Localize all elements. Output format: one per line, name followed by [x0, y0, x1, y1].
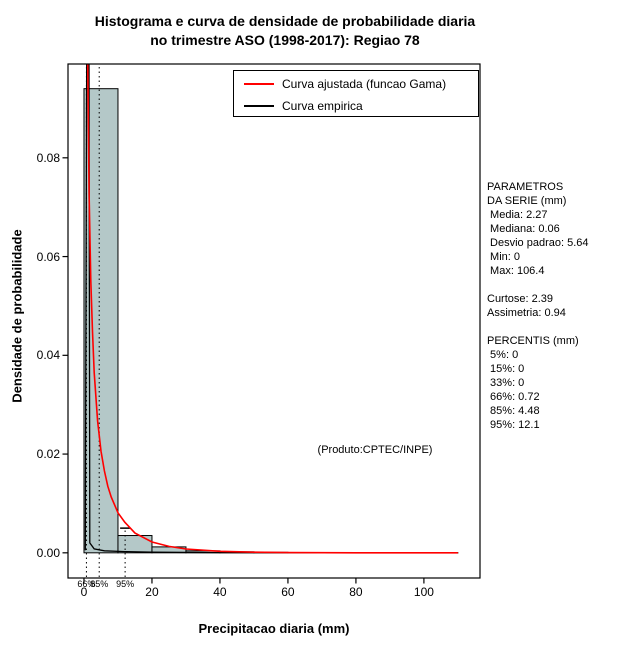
y-tick-label: 0.00 — [36, 545, 60, 560]
x-tick-label: 60 — [281, 585, 295, 599]
plot-box — [67, 63, 481, 579]
y-tick-label: 0.08 — [36, 150, 60, 165]
stat-line: 5%: 0 — [487, 349, 519, 361]
stat-line — [487, 320, 589, 334]
x-tick-label: 40 — [213, 585, 227, 599]
stat-line: Desvio padrao: 5.64 — [487, 237, 589, 249]
percentile-label-85%: 85% — [90, 579, 109, 589]
x-tick-label: 80 — [349, 585, 363, 599]
statistics-panel: PARAMETROS DA SERIE (mm) Media: 2.27 Medi… — [487, 180, 589, 432]
x-tick-label: 20 — [145, 585, 159, 599]
gamma-curve — [86, 64, 458, 554]
x-axis-label: Precipitacao diaria (mm) — [198, 621, 350, 636]
y-tick-label: 0.02 — [36, 447, 60, 462]
y-tick-label: 0.04 — [36, 348, 60, 363]
stat-line: 33%: 0 — [487, 377, 525, 389]
chart-title-line1: Histograma e curva de densidade de proba… — [94, 13, 476, 29]
legend-label-gamma: Curva ajustada (funcao Gama) — [282, 77, 447, 91]
stat-line: PERCENTIS (mm) — [487, 335, 579, 347]
stat-line: DA SERIE (mm) — [487, 195, 567, 207]
stat-line: 66%: 0.72 — [487, 391, 540, 403]
empirical-curve-line-icon — [244, 105, 274, 107]
chart-title: Histograma e curva de densidade de proba… — [0, 12, 570, 50]
product-annotation: (Produto:CPTEC/INPE) — [317, 444, 433, 456]
histogram-bar — [117, 535, 153, 554]
stat-line: Min: 0 — [487, 251, 521, 263]
legend-label-empirical: Curva empirica — [282, 99, 363, 113]
stat-line: PARAMETROS — [487, 181, 564, 193]
legend: Curva ajustada (funcao Gama) Curva empir… — [233, 70, 479, 117]
gamma-curve-line-icon — [244, 83, 274, 85]
x-tick-label: 0 — [80, 585, 88, 599]
y-tick-label: 0.06 — [36, 249, 60, 264]
stat-line: 15%: 0 — [487, 363, 525, 375]
percentile-label-95%: 95% — [116, 579, 135, 589]
percentile-label-66%: 66% — [77, 579, 96, 589]
x-tick-label: 100 — [413, 585, 434, 599]
stat-line: 85%: 4.48 — [487, 405, 540, 417]
stat-line: 95%: 12.1 — [487, 419, 540, 431]
stat-line: Media: 2.27 — [487, 209, 548, 221]
stat-line: Max: 106.4 — [487, 265, 545, 277]
stat-line — [487, 278, 589, 292]
legend-entry-empirical: Curva empirica — [234, 96, 478, 116]
empirical-curve — [84, 64, 458, 554]
legend-entry-gamma: Curva ajustada (funcao Gama) — [234, 74, 478, 94]
stat-line: Curtose: 2.39 — [487, 293, 554, 305]
chart-title-line2: no trimestre ASO (1998-2017): Regiao 78 — [150, 32, 420, 48]
stat-line: Mediana: 0.06 — [487, 223, 560, 235]
stat-line: Assimetria: 0.94 — [487, 307, 566, 319]
